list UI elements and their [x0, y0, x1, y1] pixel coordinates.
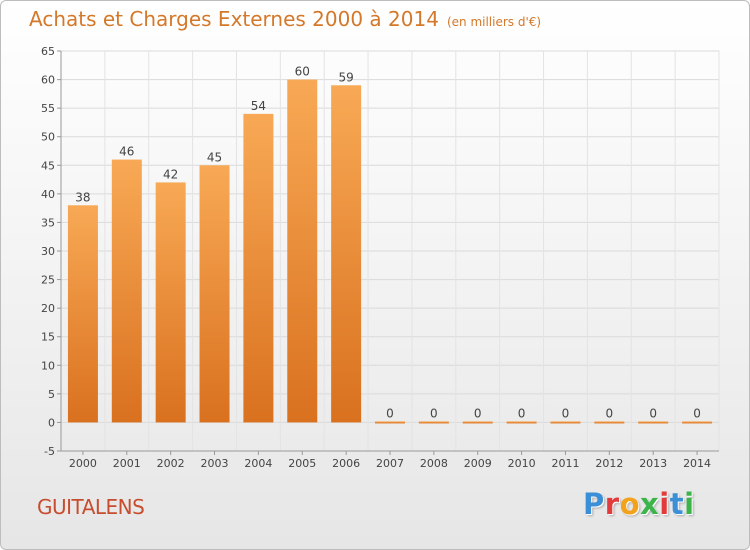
y-tick-label: 45 [41, 159, 55, 172]
logo-letter: P [583, 487, 605, 521]
bar [375, 421, 405, 424]
axes [57, 50, 719, 455]
bars [67, 79, 713, 424]
x-tick-label: 2008 [420, 457, 448, 470]
bar-value-label: 0 [693, 406, 701, 420]
y-tick-labels: -5 0 5 10 15 20 25 30 35 40 45 50 55 60 65 [41, 45, 55, 458]
bar-value-label: 59 [338, 70, 353, 84]
x-tick-label: 2000 [69, 457, 97, 470]
y-tick-label: 40 [41, 188, 55, 201]
bar [682, 421, 713, 424]
bar [155, 182, 186, 423]
x-tick-label: 2007 [376, 457, 404, 470]
x-tick-label: 2009 [464, 457, 492, 470]
x-tick-label: 2001 [113, 457, 141, 470]
x-tick-label: 2011 [551, 457, 579, 470]
y-tick-label: -5 [44, 445, 55, 458]
x-tick-label: 2010 [508, 457, 536, 470]
bar [331, 85, 362, 423]
bar-value-label: 42 [163, 167, 178, 181]
x-tick-label: 2004 [244, 457, 272, 470]
logo-letter: t [669, 487, 685, 521]
x-tick-label: 2012 [595, 457, 623, 470]
logo-letter: x [640, 487, 660, 521]
x-tick-label: 2003 [201, 457, 229, 470]
bar [638, 421, 669, 424]
x-tick-label: 2006 [332, 457, 360, 470]
chart-title-text: Achats et Charges Externes 2000 à 2014 [29, 7, 439, 31]
y-tick-label: 50 [41, 131, 55, 144]
x-tick-label: 2013 [639, 457, 667, 470]
bar-value-label: 38 [75, 190, 90, 204]
bar-value-label: 60 [295, 65, 310, 79]
bar-value-label: 0 [430, 406, 438, 420]
y-tick-label: 65 [41, 45, 55, 58]
y-tick-label: 55 [41, 102, 55, 115]
bar-value-label: 0 [518, 406, 526, 420]
logo-letter: i [659, 487, 670, 521]
chart-title: Achats et Charges Externes 2000 à 2014 (e… [29, 7, 541, 31]
bar [111, 159, 142, 423]
bar-value-label: 46 [119, 145, 134, 159]
bar [506, 421, 537, 424]
y-tick-label: 20 [41, 302, 55, 315]
y-tick-label: 15 [41, 331, 55, 344]
bar-value-label: 0 [474, 406, 482, 420]
logo-letter: i [684, 487, 695, 521]
place-name: GUITALENS [37, 495, 145, 519]
bar [550, 421, 581, 424]
bar-value-label: 0 [386, 406, 394, 420]
bar [287, 79, 318, 423]
bar [67, 205, 98, 423]
y-tick-label: 30 [41, 245, 55, 258]
y-tick-label: 60 [41, 74, 55, 87]
bar [243, 113, 274, 423]
value-labels: 38 46 42 45 54 60 59 0 0 0 0 0 0 0 0 [75, 65, 701, 421]
bar [594, 421, 625, 424]
x-tick-label: 2005 [288, 457, 316, 470]
x-tick-label: 2014 [683, 457, 711, 470]
bar-value-label: 0 [562, 406, 570, 420]
x-tick-labels: 2000 2001 2002 2003 2004 2005 2006 2007 2008 2009… [69, 457, 711, 470]
bar [462, 421, 493, 424]
bar [199, 165, 230, 423]
y-tick-label: 35 [41, 216, 55, 229]
y-tick-label: 10 [41, 359, 55, 372]
bar-value-label: 0 [606, 406, 614, 420]
y-tick-label: 0 [48, 416, 55, 429]
bar [418, 421, 449, 424]
y-tick-label: 5 [48, 388, 55, 401]
x-tick-label: 2002 [157, 457, 185, 470]
bar-value-label: 0 [649, 406, 657, 420]
logo-letter: r [604, 487, 620, 521]
bar-value-label: 54 [251, 99, 266, 113]
logo-letter: o [619, 487, 641, 521]
bar-value-label: 45 [207, 150, 222, 164]
y-tick-label: 25 [41, 274, 55, 287]
chart-unit-label: (en milliers d'€) [446, 15, 542, 29]
proxiti-logo: Proxiti [583, 487, 695, 521]
